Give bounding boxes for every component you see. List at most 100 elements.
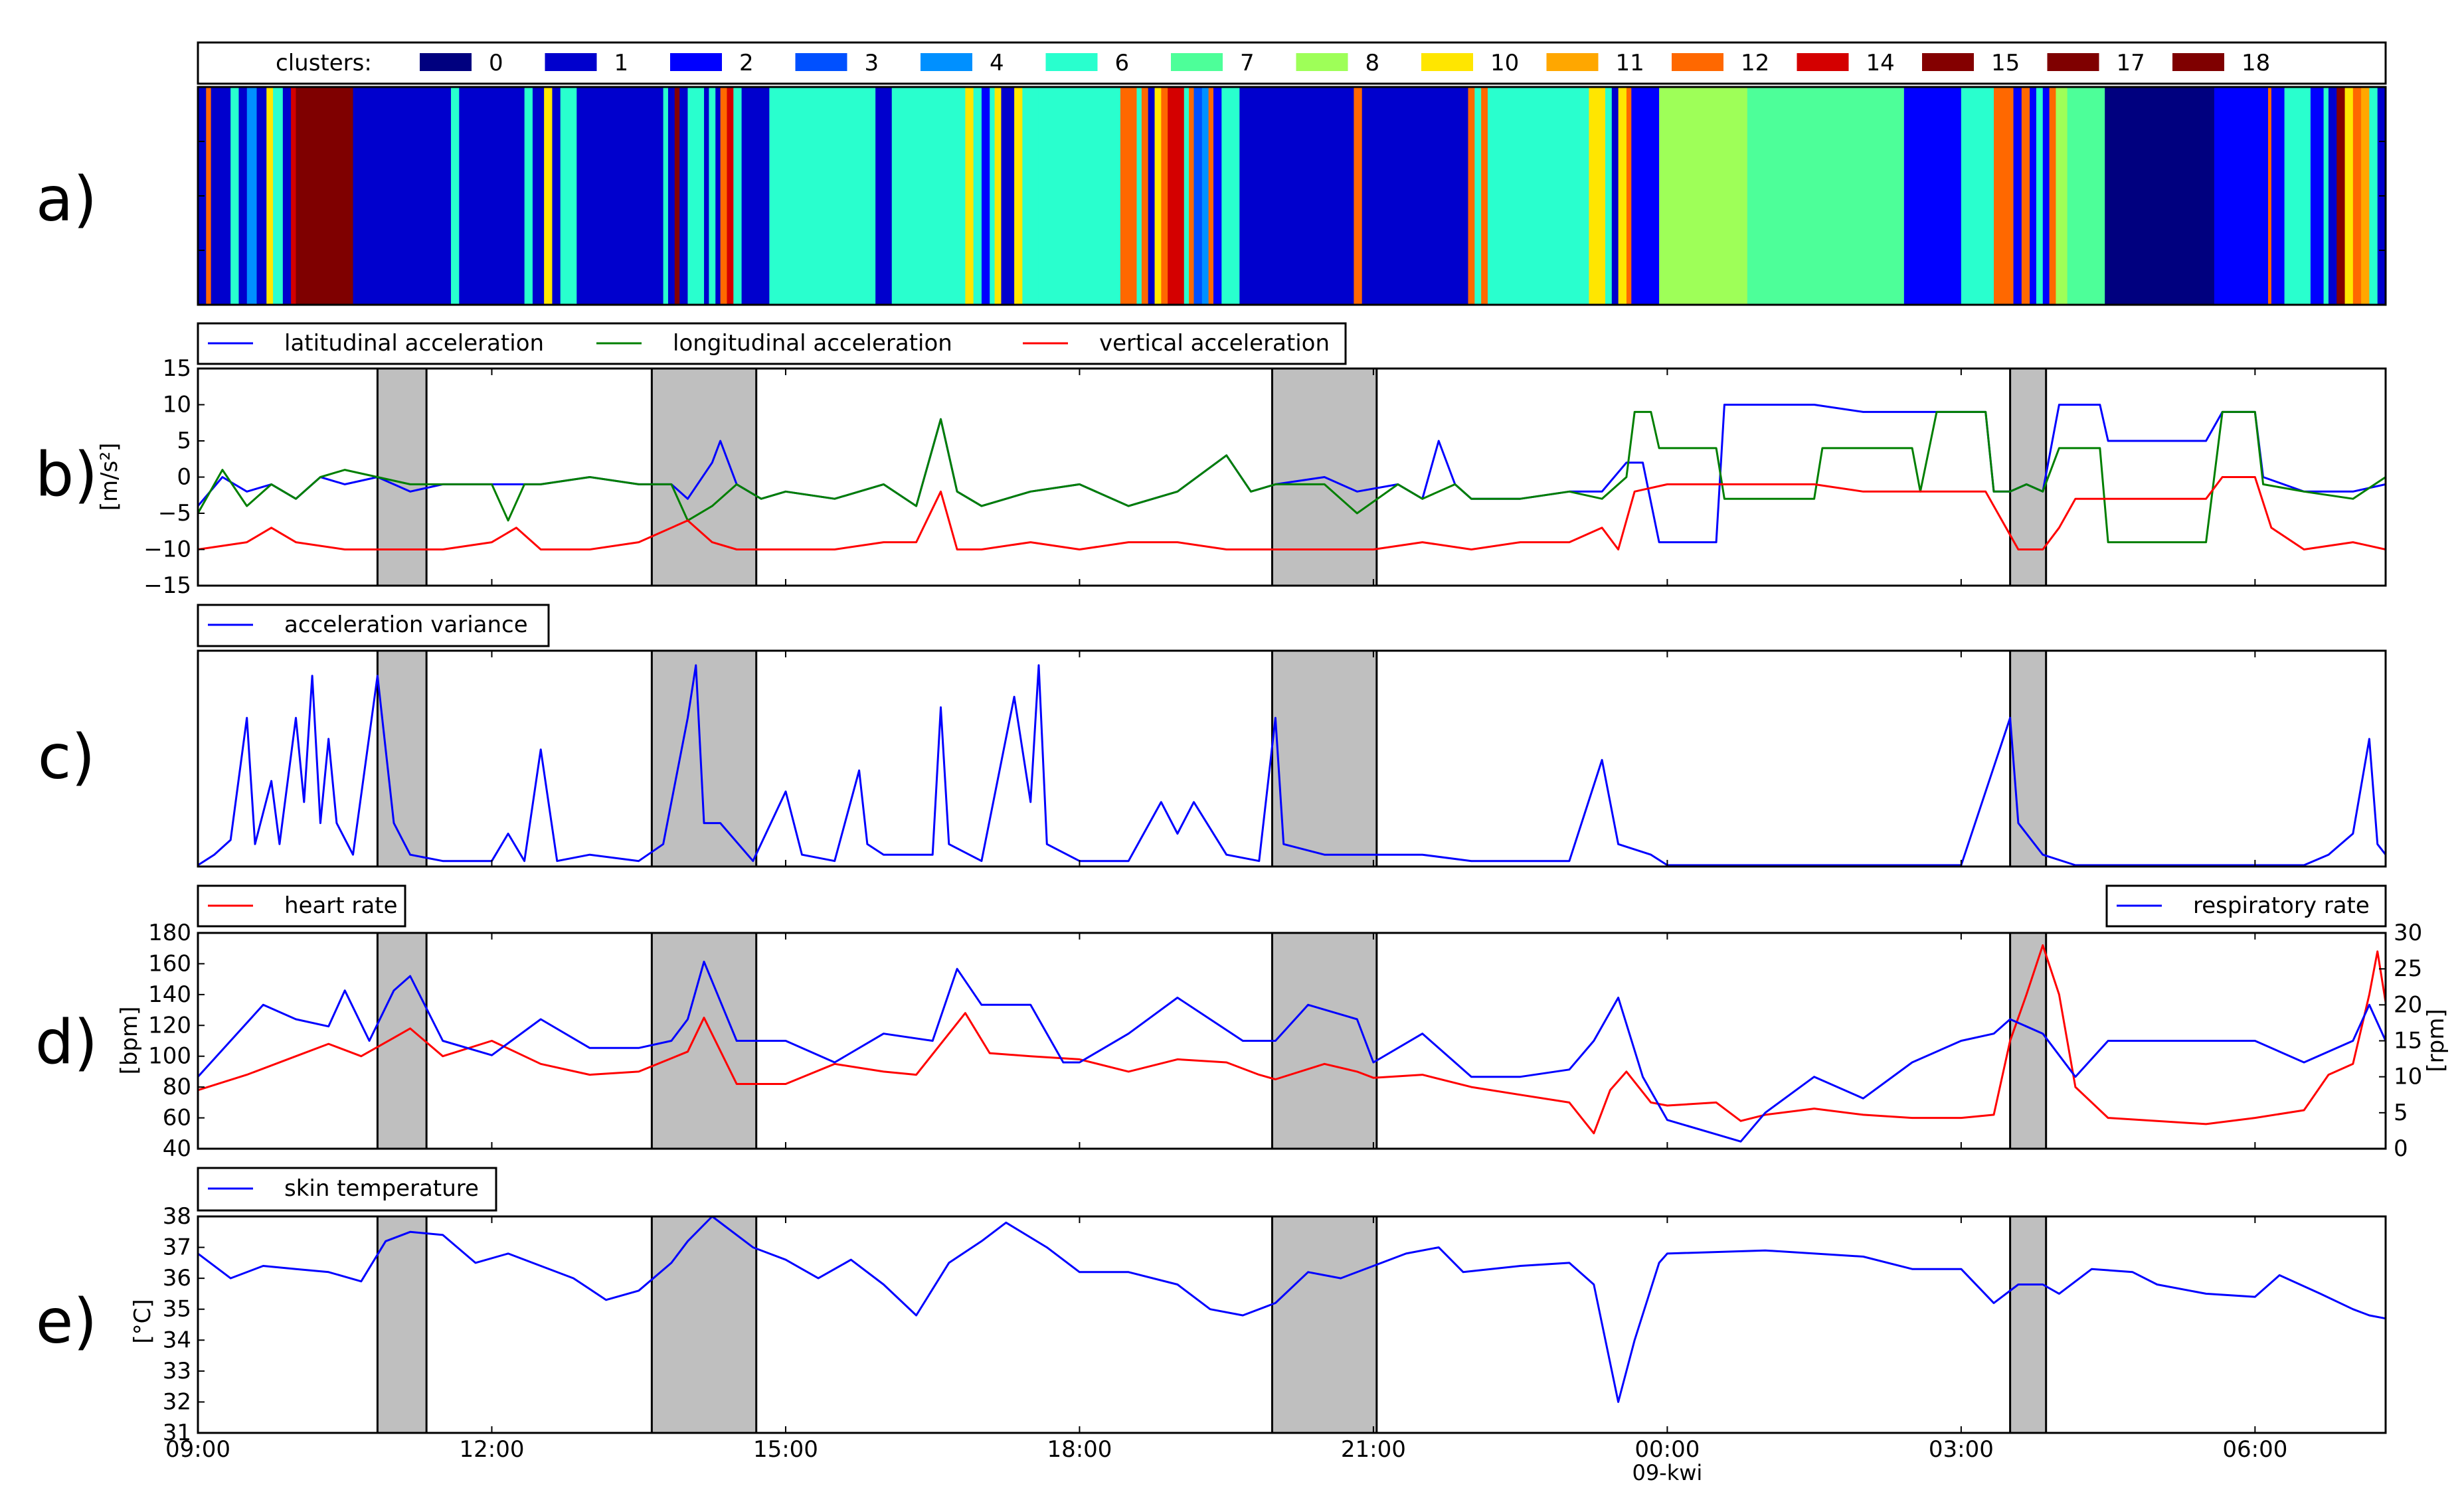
panel-b-legend-1-label: longitudinal acceleration (673, 330, 952, 357)
panel-d-y-tick-label-6: 60 (163, 1105, 191, 1131)
panel-e-y-tick-label-3: 35 (163, 1296, 191, 1323)
cluster-segment-1 (206, 87, 212, 305)
cluster-segment-47 (1141, 87, 1149, 305)
cluster-swatch-18 (2172, 53, 2224, 71)
cluster-segment-62 (1468, 87, 1475, 305)
cluster-segment-86 (2105, 87, 2215, 305)
cluster-label-1: 1 (614, 50, 629, 76)
cluster-segment-2 (211, 87, 231, 305)
cluster-segment-90 (2284, 87, 2311, 305)
cluster-segment-20 (576, 87, 664, 305)
panel-b-ylabel: [m/s²] (96, 443, 123, 511)
cluster-segment-11 (296, 87, 354, 305)
cluster-label-6: 6 (1115, 50, 1130, 76)
cluster-swatch-17 (2047, 53, 2099, 71)
cluster-segment-23 (674, 87, 680, 305)
cluster-label-17: 17 (2117, 50, 2145, 76)
panel-e-y-tick-label-1: 37 (163, 1234, 191, 1261)
cluster-swatch-12 (1672, 53, 1723, 71)
cluster-segment-60 (1354, 87, 1363, 305)
cluster-segment-44 (1038, 87, 1121, 305)
cluster-swatch-10 (1421, 53, 1473, 71)
panel-e-ylabel: [°C] (130, 1299, 156, 1343)
cluster-segment-15 (524, 87, 533, 305)
cluster-label-3: 3 (865, 50, 879, 76)
shaded-interval-b-1 (650, 367, 758, 587)
cluster-segment-28 (715, 87, 721, 305)
cluster-segment-16 (532, 87, 545, 305)
cluster-segment-73 (1659, 87, 1748, 305)
panel-letter-2: c) (38, 722, 95, 793)
panel-b-legend-0-label: latitudinal acceleration (284, 330, 544, 357)
panel-d-y-tick-label-0: 180 (148, 920, 191, 946)
panel-d-legend-1-label: respiratory rate (2193, 892, 2370, 919)
panel-e-y-tick-label-0: 38 (163, 1203, 191, 1230)
acceleration-line-1 (197, 410, 2386, 544)
shaded-interval-d-2 (1271, 932, 1378, 1150)
panel-e-legend-0-label: skin temperature (284, 1175, 479, 1202)
cluster-segment-56 (1208, 87, 1214, 305)
cluster-segment-5 (246, 87, 258, 305)
cluster-label-8: 8 (1365, 50, 1380, 76)
panel-d-y2-tick-label-2: 20 (2394, 991, 2422, 1018)
cluster-segment-70 (1626, 87, 1632, 305)
shaded-interval-e-0 (376, 1215, 428, 1434)
panel-c-frame (197, 649, 2387, 868)
cluster-segment-55 (1201, 87, 1209, 305)
cluster-segment-40 (994, 87, 1002, 305)
cluster-swatch-1 (545, 53, 597, 71)
panel-e-y-tick-label-4: 34 (163, 1327, 191, 1353)
panel-b-y-tick-label-1: 10 (163, 392, 191, 418)
cluster-segment-66 (1589, 87, 1606, 305)
cluster-segment-24 (679, 87, 689, 305)
shaded-interval-e-3 (2009, 1215, 2048, 1434)
panel-e-y-tick-label-2: 36 (163, 1265, 191, 1291)
cluster-segment-34 (875, 87, 893, 305)
panel-d-legend-0-label: heart rate (284, 892, 397, 919)
shaded-interval-c-3 (2009, 649, 2048, 868)
cluster-segment-93 (2328, 87, 2337, 305)
panel-d-y-tick-label-7: 40 (163, 1135, 191, 1162)
shaded-interval-d-0 (376, 932, 428, 1150)
cluster-swatch-6 (1045, 53, 1098, 71)
cluster-segment-98 (2369, 87, 2378, 305)
cluster-segment-97 (2361, 87, 2370, 305)
panel-d-y-tick-label-4: 100 (148, 1043, 191, 1070)
panel-c-legend-0-label: acceleration variance (284, 612, 528, 638)
shaded-interval-d-3 (2009, 932, 2048, 1150)
panel-d-y2label: [rpm] (2423, 1009, 2449, 1072)
panel-d-y-tick-label-2: 140 (148, 981, 191, 1008)
cluster-segment-46 (1136, 87, 1142, 305)
cluster-label-10: 10 (1490, 50, 1519, 76)
x-tick-label-2: 15:00 (753, 1436, 818, 1463)
x-tick-label-6: 03:00 (1929, 1436, 1994, 1463)
cluster-segment-18 (552, 87, 561, 305)
cluster-segment-12 (353, 87, 452, 305)
cluster-segment-9 (282, 87, 292, 305)
cluster-segment-83 (2049, 87, 2057, 305)
cluster-segment-57 (1213, 87, 1222, 305)
cluster-segment-19 (560, 87, 577, 305)
cluster-segment-84 (2056, 87, 2068, 305)
panel-e-y-tick-label-6: 32 (163, 1388, 191, 1415)
cluster-label-4: 4 (990, 50, 1004, 76)
cluster-segment-71 (1631, 87, 1638, 305)
rate-line-1 (197, 960, 2387, 1143)
cluster-segment-51 (1168, 87, 1185, 305)
panel-d-y2-tick-label-6: 0 (2394, 1135, 2408, 1162)
cluster-swatch-15 (1922, 53, 1974, 71)
cluster-segment-69 (1618, 87, 1627, 305)
panel-b-y-tick-label-2: 5 (177, 428, 191, 454)
panel-d-y2-tick-label-4: 10 (2394, 1064, 2422, 1090)
cluster-label-11: 11 (1616, 50, 1644, 76)
cluster-segment-94 (2336, 87, 2346, 305)
cluster-segment-95 (2344, 87, 2354, 305)
cluster-segment-8 (273, 87, 284, 305)
cluster-legend-title: clusters: (276, 50, 372, 76)
panel-e-frame (197, 1215, 2387, 1434)
panel-letter-3: d) (35, 1007, 98, 1078)
cluster-segment-22 (667, 87, 675, 305)
cluster-segment-26 (704, 87, 710, 305)
cluster-segment-14 (459, 87, 525, 305)
cluster-swatch-4 (921, 53, 972, 71)
